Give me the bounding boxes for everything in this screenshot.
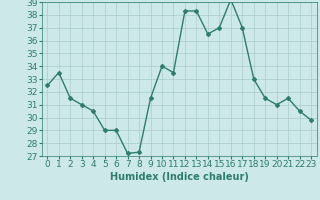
X-axis label: Humidex (Indice chaleur): Humidex (Indice chaleur) [110,172,249,182]
